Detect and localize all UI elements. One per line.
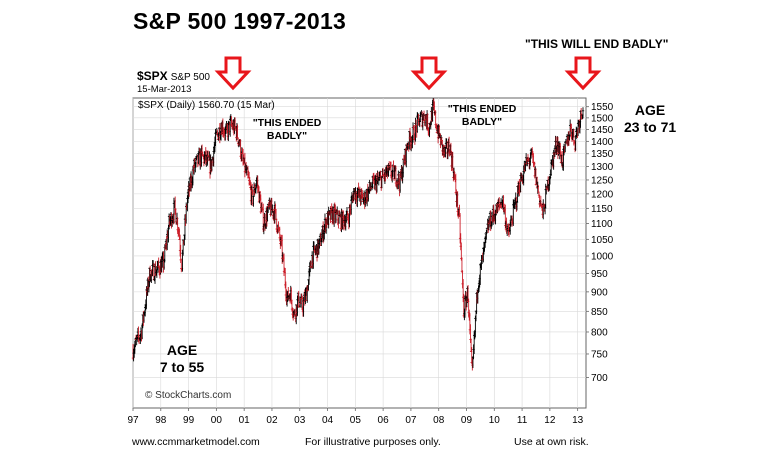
symbol-header: $SPX S&P 500: [137, 69, 210, 83]
age-right-line1: AGE: [634, 102, 666, 118]
y-tick-label: 1400: [591, 137, 614, 148]
x-tick-label: 04: [322, 415, 334, 426]
y-tick-label: 950: [591, 269, 608, 280]
y-tick-label: 1100: [591, 219, 613, 230]
chart-title: S&P 500 1997-2013: [133, 8, 347, 34]
y-tick-label: 1050: [591, 235, 614, 246]
x-tick-label: 06: [378, 415, 390, 426]
y-tick-label: 1250: [591, 175, 614, 186]
y-tick-layer: 700 750 800 850 900 950 1000 1050 1100 1150 1200 12…: [586, 102, 614, 384]
y-tick-label: 1500: [591, 113, 614, 124]
symbol-date: 15-Mar-2013: [137, 84, 192, 95]
y-tick-label: 700: [591, 373, 608, 384]
footer-risk-note: Use at own risk.: [514, 436, 589, 448]
age-left-line2: 7 to 55: [160, 359, 205, 375]
legend-line: $SPX (Daily) 1560.70 (15 Mar): [138, 100, 275, 111]
x-tick-label: 00: [211, 415, 223, 426]
y-tick-label: 1550: [591, 102, 614, 113]
y-tick-label: 1150: [591, 204, 613, 215]
top-quote-annotation: "THIS WILL END BADLY": [525, 37, 669, 51]
symbol-ticker: $SPX: [137, 69, 168, 83]
y-tick-label: 750: [591, 349, 608, 360]
price-bars-layer: [131, 98, 585, 371]
x-tick-label: 03: [294, 415, 306, 426]
y-tick-label: 850: [591, 307, 608, 318]
y-tick-label: 900: [591, 287, 608, 298]
y-tick-label: 1200: [591, 189, 614, 200]
down-arrow-icon: [564, 56, 602, 91]
x-tick-label: 97: [127, 415, 139, 426]
annotation-1-line1: "THIS ENDED: [253, 117, 322, 129]
symbol-name: S&P 500: [170, 72, 210, 83]
down-arrow-icon: [410, 56, 448, 91]
x-tick-label: 07: [405, 415, 417, 426]
footer-disclaimer: For illustrative purposes only.: [305, 436, 441, 448]
annotation-1-line2: BADLY": [267, 130, 307, 142]
x-tick-label: 02: [266, 415, 278, 426]
y-tick-label: 1000: [591, 251, 614, 262]
x-tick-layer: 97 98 99 00 01 02 03 04 05 06 07 08 09 10 11 12 13: [127, 408, 584, 426]
stockcharts-watermark: © StockCharts.com: [145, 390, 231, 401]
y-tick-label: 1450: [591, 125, 614, 136]
x-tick-label: 10: [489, 415, 501, 426]
annotation-2-line2: BADLY": [462, 116, 502, 128]
x-tick-label: 11: [517, 415, 528, 426]
x-tick-label: 99: [183, 415, 195, 426]
annotation-2-line1: "THIS ENDED: [448, 103, 517, 115]
y-tick-label: 1350: [591, 149, 614, 160]
down-arrow-icon: [214, 56, 252, 91]
age-right-line2: 23 to 71: [624, 119, 677, 135]
footer-website: www.ccmmarketmodel.com: [132, 436, 260, 448]
age-left-line1: AGE: [167, 342, 197, 358]
grid-layer: [132, 98, 586, 408]
x-tick-label: 12: [544, 415, 556, 426]
y-tick-label: 1300: [591, 162, 614, 173]
x-tick-label: 09: [461, 415, 473, 426]
age-right-label: AGE 23 to 71: [624, 102, 676, 136]
x-tick-label: 08: [433, 415, 445, 426]
x-tick-label: 13: [572, 415, 584, 426]
y-tick-label: 800: [591, 327, 608, 338]
x-tick-label: 05: [350, 415, 362, 426]
plot-frame: [132, 97, 587, 409]
x-tick-label: 98: [155, 415, 167, 426]
x-tick-label: 01: [239, 415, 251, 426]
